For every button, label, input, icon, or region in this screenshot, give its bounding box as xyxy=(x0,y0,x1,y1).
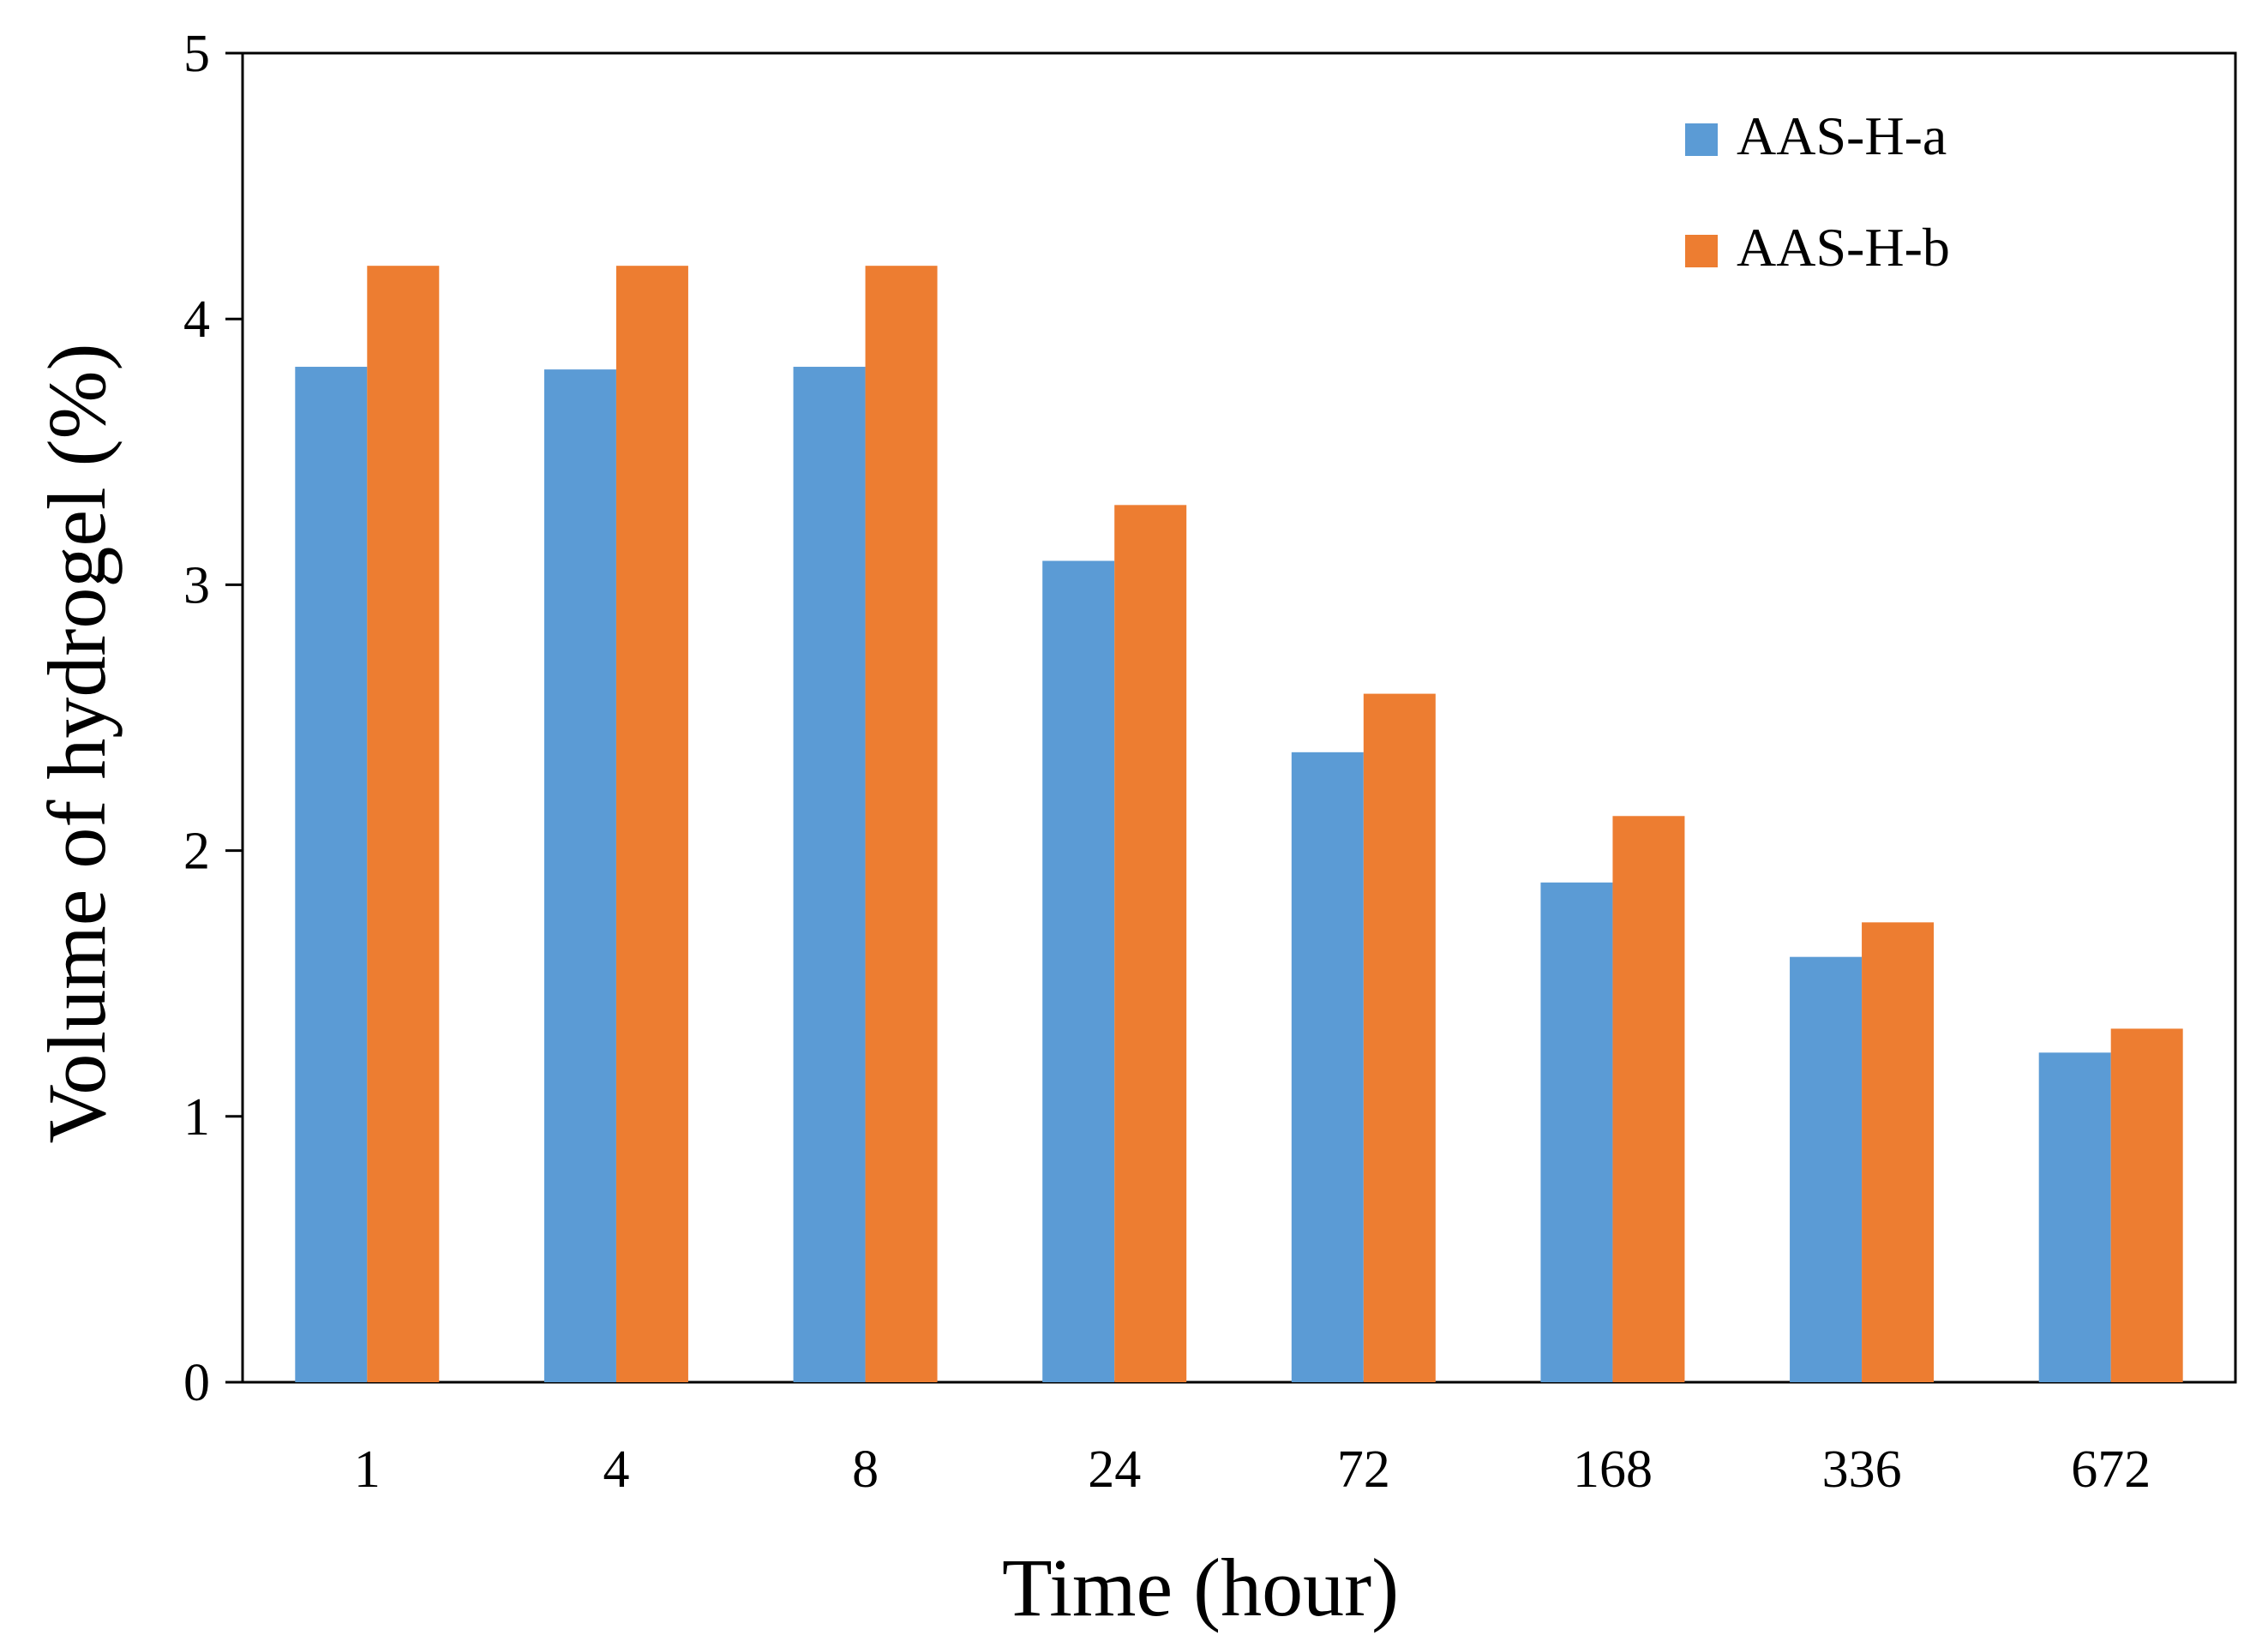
bar-AAS-H-a-4 xyxy=(543,369,616,1383)
bar-AAS-H-b-4 xyxy=(615,266,688,1382)
x-tick-label: 1 xyxy=(354,1440,381,1499)
bars-group xyxy=(295,266,2183,1383)
x-tick-label: 672 xyxy=(2071,1440,2151,1499)
y-tick-label: 4 xyxy=(183,290,210,349)
y-tick-label: 1 xyxy=(183,1088,210,1147)
bar-AAS-H-b-168 xyxy=(1612,816,1685,1382)
x-tick-label: 168 xyxy=(1573,1440,1653,1499)
x-tick-label: 8 xyxy=(852,1440,879,1499)
x-tick-label: 4 xyxy=(603,1440,629,1499)
legend: AAS-H-a AAS-H-b xyxy=(1685,105,1950,278)
bar-AAS-H-a-168 xyxy=(1540,882,1613,1382)
bar-AAS-H-b-672 xyxy=(2110,1028,2183,1382)
bar-AAS-H-b-24 xyxy=(1114,505,1187,1382)
bar-AAS-H-b-72 xyxy=(1363,693,1436,1382)
y-tick-label: 0 xyxy=(183,1354,210,1412)
x-tick-label: 72 xyxy=(1337,1440,1390,1499)
y-tick-label: 2 xyxy=(183,823,210,881)
legend-label-AAS-H-a: AAS-H-a xyxy=(1737,105,1947,166)
legend-swatch-AAS-H-a xyxy=(1685,123,1718,156)
legend-label-AAS-H-b: AAS-H-b xyxy=(1737,217,1950,278)
y-tick-label: 3 xyxy=(183,556,210,614)
legend-swatch-AAS-H-b xyxy=(1685,235,1718,267)
plot-area-frame xyxy=(241,51,2237,1384)
bar-AAS-H-b-1 xyxy=(367,266,440,1382)
bar-AAS-H-a-1 xyxy=(295,367,368,1382)
bar-AAS-H-b-8 xyxy=(865,266,938,1382)
x-tick-label: 336 xyxy=(1822,1440,1902,1499)
x-tick-label: 24 xyxy=(1088,1440,1141,1499)
bar-AAS-H-a-24 xyxy=(1042,560,1115,1382)
bar-AAS-H-a-72 xyxy=(1291,752,1364,1382)
x-axis-title: Time (hour) xyxy=(1002,1542,1399,1633)
y-axis-title: Volume of hydrogel (%) xyxy=(31,343,123,1143)
y-tick-label: 5 xyxy=(183,25,210,83)
x-axis: 1 4 8 24 72 168 336 672 xyxy=(354,1440,2151,1499)
y-axis: 0 1 2 3 4 5 xyxy=(183,25,243,1412)
bar-AAS-H-a-336 xyxy=(1790,956,1863,1382)
bar-AAS-H-a-8 xyxy=(793,367,866,1382)
bar-AAS-H-b-336 xyxy=(1862,922,1935,1382)
bar-AAS-H-a-672 xyxy=(2038,1052,2111,1382)
